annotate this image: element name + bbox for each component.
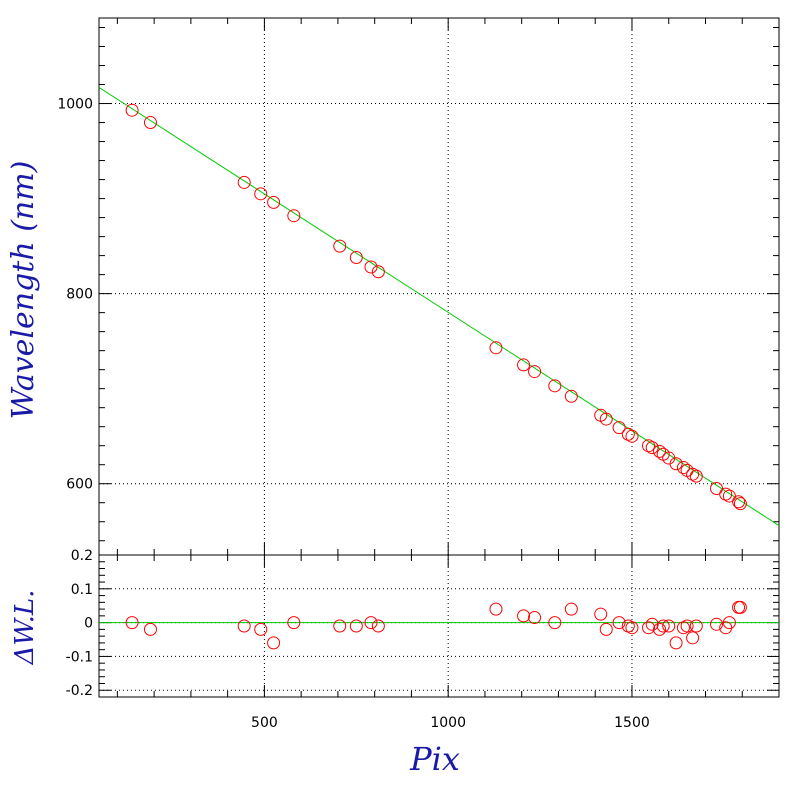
- main-panel: 600 800 1000: [57, 17, 780, 556]
- main-data-point: [676, 461, 690, 475]
- main-data-point: [669, 457, 683, 471]
- main-data-point: [143, 116, 157, 130]
- main-data-point: [653, 444, 667, 458]
- residual-data-point: [680, 619, 694, 633]
- main-data-point: [237, 175, 251, 189]
- main-data-point: [548, 379, 562, 393]
- residual-y-axis-title: ΔW.L.: [10, 590, 40, 666]
- main-data-point: [125, 103, 139, 117]
- residual-data-point: [143, 622, 157, 636]
- residual-data-point: [564, 602, 578, 616]
- residual-data-point: [267, 636, 281, 650]
- residual-data-point: [653, 622, 667, 636]
- main-data-point: [732, 495, 746, 509]
- residual-data-point: [710, 617, 724, 631]
- residual-data-point: [287, 616, 301, 630]
- residual-data-point: [733, 600, 747, 614]
- residual-data-point: [612, 616, 626, 630]
- main-y-tick-label: 600: [66, 477, 93, 493]
- main-data-point: [733, 497, 747, 511]
- main-frame: [98, 17, 780, 556]
- main-data-point: [349, 251, 363, 265]
- residual-data-point: [548, 616, 562, 630]
- main-data-point: [254, 187, 268, 201]
- residual-y-tick-label: -0.2: [66, 683, 93, 699]
- main-data-point: [267, 195, 281, 209]
- residual-y-tick-label: 0.1: [71, 582, 93, 598]
- residual-y-tick-label: 0.2: [71, 548, 93, 564]
- residual-x-tick-label: 1000: [430, 715, 466, 731]
- main-data-point: [722, 489, 736, 503]
- residual-x-tick-label: 500: [251, 715, 278, 731]
- residual-data-point: [371, 619, 385, 633]
- main-data-point: [517, 358, 531, 372]
- main-data-point: [489, 341, 503, 355]
- residual-data-point: [528, 611, 542, 625]
- residual-data-point: [594, 607, 608, 621]
- residual-data-point: [349, 619, 363, 633]
- main-data-point: [333, 239, 347, 253]
- main-y-tick-label: 1000: [57, 97, 93, 113]
- main-data-point: [645, 441, 659, 455]
- residual-frame: [98, 554, 780, 698]
- residual-panel: -0.2 -0.1 0 0.1 0.2 500 1000 1500: [66, 548, 780, 731]
- residual-x-tick-label: 1500: [614, 715, 650, 731]
- residual-y-tick-label: 0: [84, 616, 93, 632]
- x-axis-title: Pix: [409, 740, 460, 778]
- main-data-point: [612, 421, 626, 435]
- residual-data-point: [686, 631, 700, 645]
- main-y-axis-title: Wavelength (nm): [6, 161, 41, 420]
- main-data-point: [689, 469, 703, 483]
- main-fit-line: [99, 86, 779, 526]
- main-data-point: [371, 265, 385, 279]
- residual-data-point: [489, 602, 503, 616]
- residual-data-point: [333, 619, 347, 633]
- main-data-point: [528, 365, 542, 379]
- residual-data-point: [364, 616, 378, 630]
- residual-data-point: [669, 636, 683, 650]
- residual-data-point: [237, 619, 251, 633]
- main-data-point: [364, 260, 378, 274]
- main-data-point: [287, 209, 301, 223]
- main-data-point: [625, 429, 639, 443]
- residual-data-point: [645, 617, 659, 631]
- residual-data-point: [689, 619, 703, 633]
- main-data-point: [599, 412, 613, 426]
- residual-data-point: [599, 622, 613, 636]
- residual-data-point: [254, 622, 268, 636]
- residual-data-point: [722, 616, 736, 630]
- residual-data-point: [642, 621, 656, 635]
- residual-data-point: [662, 619, 676, 633]
- residual-data-point: [656, 619, 670, 633]
- residual-data-point: [625, 621, 639, 635]
- main-data-point: [710, 481, 724, 495]
- residual-data-point: [125, 616, 139, 630]
- main-y-tick-label: 800: [66, 287, 93, 303]
- residual-data-point: [517, 609, 531, 623]
- residual-y-tick-label: -0.1: [66, 649, 93, 665]
- main-data-point: [564, 389, 578, 403]
